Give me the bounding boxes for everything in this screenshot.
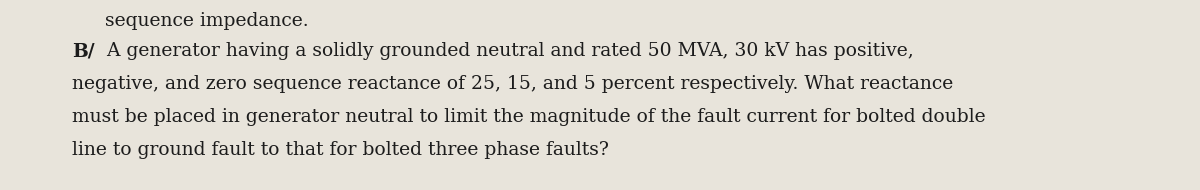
Text: negative, and zero sequence reactance of 25, 15, and 5 percent respectively. Wha: negative, and zero sequence reactance of… (72, 75, 953, 93)
Text: B/: B/ (72, 42, 95, 60)
Text: sequence impedance.: sequence impedance. (106, 12, 308, 30)
Text: must be placed in generator neutral to limit the magnitude of the fault current : must be placed in generator neutral to l… (72, 108, 985, 126)
Text: A generator having a solidly grounded neutral and rated 50 MVA, 30 kV has positi: A generator having a solidly grounded ne… (101, 42, 914, 60)
Text: line to ground fault to that for bolted three phase faults?: line to ground fault to that for bolted … (72, 141, 608, 159)
